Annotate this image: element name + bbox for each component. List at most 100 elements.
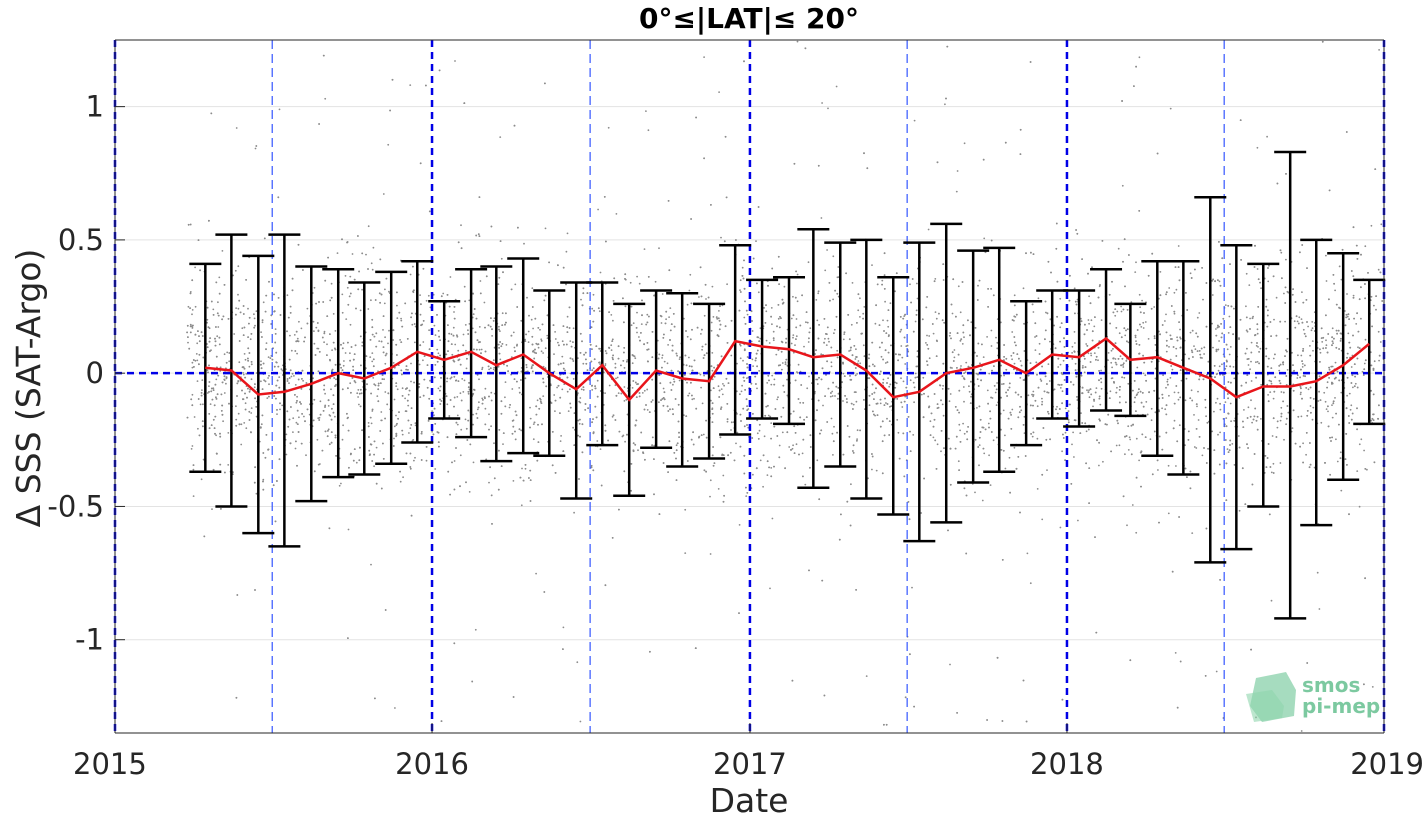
scatter-point [465,367,468,370]
scatter-point [958,423,961,426]
scatter-point [1026,552,1029,555]
scatter-point [243,422,246,424]
scatter-point [1266,383,1269,386]
scatter-point [942,263,945,265]
scatter-point [1080,320,1083,323]
scatter-point [796,40,799,43]
scatter-point [504,323,506,326]
scatter-point [306,307,309,310]
scatter-point [214,344,217,347]
scatter-point [994,391,997,394]
scatter-point [1355,323,1358,325]
scatter-point [248,365,251,368]
scatter-point [717,385,720,388]
scatter-point [358,403,360,406]
scatter-point [425,446,428,448]
scatter-point [187,305,190,308]
scatter-point [1197,390,1199,393]
scatter-point [856,373,858,375]
scatter-point [1120,336,1123,339]
scatter-point [525,366,528,369]
scatter-point [244,402,247,405]
scatter-point [1121,184,1124,187]
scatter-point [1032,390,1035,393]
scatter-point [1268,513,1271,516]
scatter-point [954,447,957,450]
scatter-point [809,446,812,448]
scatter-point [617,345,620,348]
scatter-point [977,446,980,448]
scatter-point [849,349,852,352]
scatter-point [396,304,398,307]
scatter-point [1294,326,1297,329]
scatter-point [1165,413,1168,416]
scatter-point [771,267,774,270]
scatter-point [987,402,989,405]
scatter-point [795,326,798,329]
scatter-point [312,419,315,422]
scatter-point [582,292,585,295]
scatter-point [237,412,240,415]
scatter-point [1177,245,1180,247]
scatter-point [585,362,588,365]
scatter-point [1227,332,1230,334]
scatter-point [690,218,692,220]
scatter-point [736,431,739,434]
scatter-point [598,310,601,313]
scatter-point [1272,472,1275,474]
scatter-point [569,340,572,342]
scatter-point [932,332,935,335]
scatter-point [689,373,692,375]
scatter-point [513,378,516,380]
scatter-point [995,404,998,406]
scatter-point [1165,339,1168,342]
scatter-point [1035,361,1038,364]
scatter-point [537,441,540,443]
scatter-point [926,296,929,298]
scatter-point [334,384,337,387]
scatter-point [837,266,840,268]
scatter-point [1256,360,1259,363]
scatter-point [1088,396,1091,399]
scatter-point [1003,374,1005,377]
scatter-point [1215,328,1217,330]
scatter-point [529,406,531,409]
scatter-point [1098,464,1100,467]
scatter-point [770,475,773,478]
scatter-point [1311,327,1314,330]
scatter-point [974,491,976,494]
scatter-point [888,420,891,422]
scatter-point [988,372,991,375]
scatter-point [1260,418,1262,420]
scatter-point [243,353,246,355]
scatter-point [488,481,490,484]
scatter-point [1097,359,1099,362]
scatter-point [1169,107,1172,110]
scatter-point [189,291,192,293]
scatter-point [370,299,372,302]
scatter-point [1093,398,1095,401]
scatter-point [1089,361,1092,363]
scatter-point [736,413,738,415]
scatter-point [1111,280,1113,283]
scatter-point [1275,296,1278,299]
scatter-point [223,392,226,394]
scatter-point [904,363,907,365]
scatter-point [359,405,362,408]
scatter-point [807,341,810,343]
scatter-point [418,363,421,366]
scatter-point [996,341,999,344]
scatter-point [214,383,217,386]
scatter-point [579,352,582,354]
scatter-point [871,468,873,471]
scatter-point [1169,377,1172,379]
scatter-point [1256,328,1259,331]
scatter-point [1218,365,1221,368]
scatter-point [981,499,984,502]
scatter-point [965,494,968,497]
scatter-point [963,432,966,435]
scatter-point [236,382,239,385]
scatter-point [865,675,868,677]
scatter-point [264,310,267,313]
scatter-point [1090,354,1093,357]
